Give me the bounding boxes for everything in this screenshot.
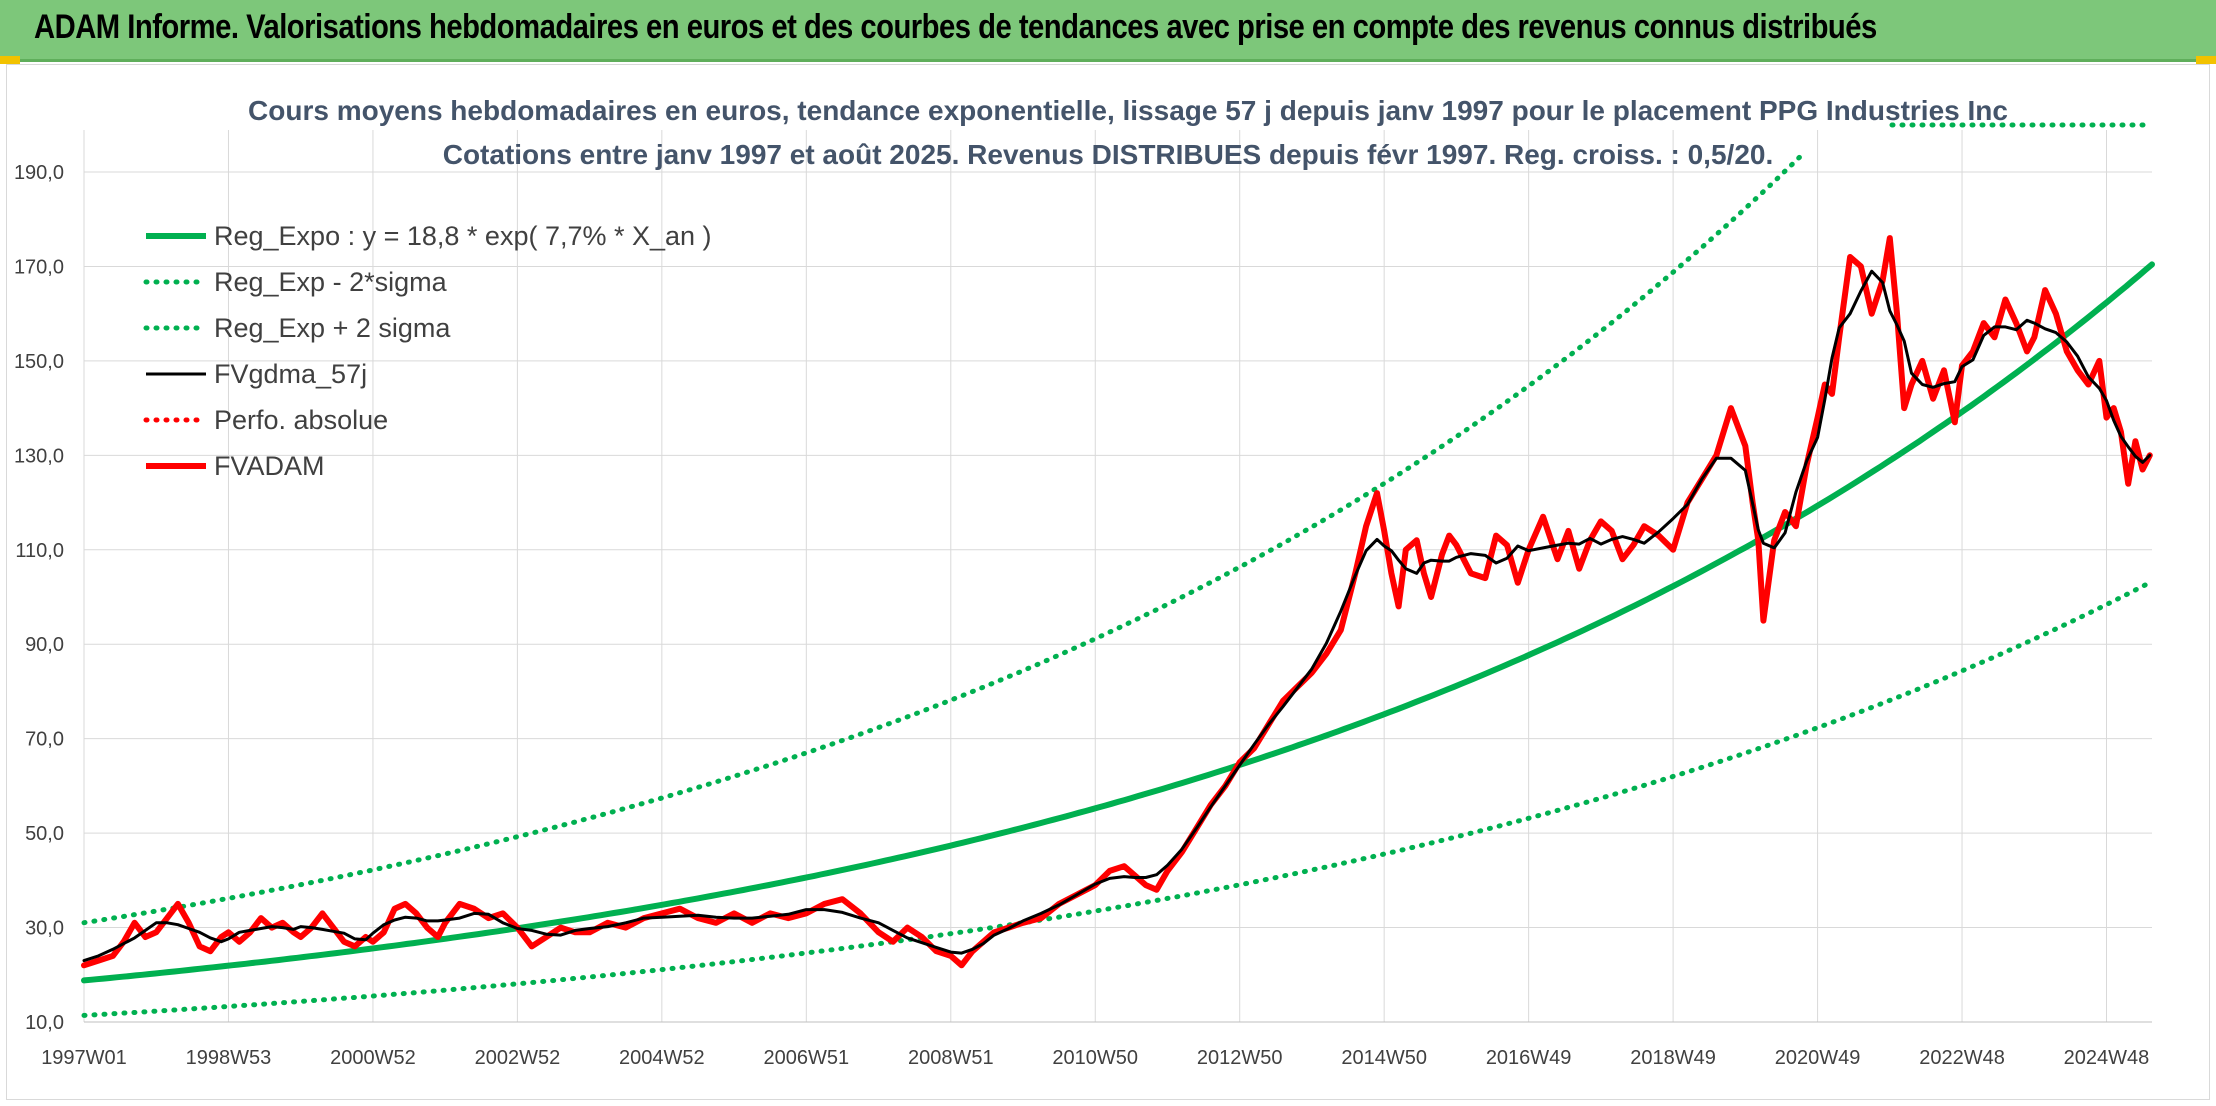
x-tick-label: 1997W01 bbox=[41, 1047, 127, 1069]
x-tick-label: 2008W51 bbox=[908, 1047, 994, 1069]
y-tick-label: 130,0 bbox=[14, 445, 64, 467]
x-tick-label: 2022W48 bbox=[1919, 1047, 2005, 1069]
y-tick-label: 10,0 bbox=[25, 1012, 64, 1034]
y-tick-label: 30,0 bbox=[25, 918, 64, 940]
y-tick-label: 190,0 bbox=[14, 162, 64, 184]
chart-subtitle: Cotations entre janv 1997 et août 2025. … bbox=[443, 139, 1774, 170]
legend-label: Reg_Expo : y = 18,8 * exp( 7,7% * X_an ) bbox=[214, 221, 712, 251]
chart-frame bbox=[6, 64, 2210, 1100]
x-tick-label: 2000W52 bbox=[330, 1047, 416, 1069]
legend-label: Perfo. absolue bbox=[214, 405, 388, 435]
x-tick-label: 2016W49 bbox=[1486, 1047, 1572, 1069]
legend: Reg_Expo : y = 18,8 * exp( 7,7% * X_an )… bbox=[143, 221, 712, 481]
x-tick-label: 2010W50 bbox=[1052, 1047, 1138, 1069]
y-axis-ticks: 10,0 30,0 50,0 70,0 90,0 110,0 130,0 150,0 170,0… bbox=[14, 162, 64, 1034]
x-tick-label: 2002W52 bbox=[475, 1047, 561, 1069]
x-axis-ticks: 1997W01 1998W53 2000W52 2002W52 2004W52 2006W… bbox=[41, 1047, 2149, 1069]
series-line-data bbox=[81, 235, 2153, 969]
series-line-exp_lower bbox=[81, 578, 2155, 1018]
y-tick-label: 70,0 bbox=[25, 729, 64, 751]
legend-label: Reg_Exp - 2*sigma bbox=[214, 267, 448, 297]
y-tick-label: 150,0 bbox=[14, 351, 64, 373]
x-tick-label: 1998W53 bbox=[186, 1047, 272, 1069]
series-line-smooth bbox=[82, 269, 2152, 963]
y-tick-label: 110,0 bbox=[15, 540, 64, 562]
x-tick-label: 2006W51 bbox=[764, 1047, 850, 1069]
series-line-exp_upper bbox=[81, 151, 1806, 926]
legend-label: Reg_Exp + 2 sigma bbox=[214, 313, 451, 343]
x-tick-label: 2014W50 bbox=[1341, 1047, 1427, 1069]
series-layer bbox=[81, 122, 2155, 1018]
x-tick-label: 2012W50 bbox=[1197, 1047, 1283, 1069]
corner-marker-left bbox=[0, 56, 20, 64]
header-banner: ADAM Informe. Valorisations hebdomadaire… bbox=[0, 0, 2216, 62]
corner-marker-right bbox=[2196, 56, 2216, 64]
y-tick-label: 90,0 bbox=[25, 634, 64, 656]
x-tick-label: 2020W49 bbox=[1775, 1047, 1861, 1069]
report-title: ADAM Informe. Valorisations hebdomadaire… bbox=[34, 8, 1877, 46]
chart-title: Cours moyens hebdomadaires en euros, ten… bbox=[248, 95, 2008, 126]
x-tick-label: 2024W48 bbox=[2064, 1047, 2150, 1069]
y-tick-label: 170,0 bbox=[14, 256, 64, 278]
series-line-exp bbox=[81, 261, 2155, 984]
grid bbox=[83, 130, 2152, 1023]
x-tick-label: 2004W52 bbox=[619, 1047, 705, 1069]
x-tick-label: 2018W49 bbox=[1630, 1047, 1716, 1069]
legend-label: FVADAM bbox=[214, 451, 325, 481]
legend-label: FVgdma_57j bbox=[214, 359, 367, 389]
y-tick-label: 50,0 bbox=[25, 823, 64, 845]
